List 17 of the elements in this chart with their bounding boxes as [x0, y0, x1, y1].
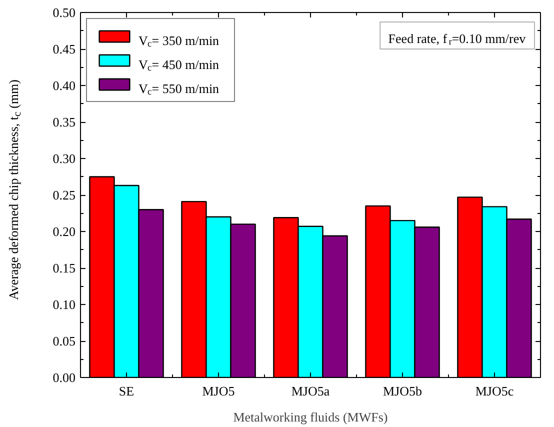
x-tick-label: MJO5a: [291, 384, 330, 398]
y-tick-label: 0.05: [52, 334, 76, 348]
x-tick-label: SE: [118, 384, 134, 398]
y-tick-label: 0.40: [52, 78, 76, 93]
y-tick-label: 0.20: [52, 224, 76, 239]
y-tick-label: 0.25: [52, 188, 76, 202]
x-axis-title: Metalworking fluids (MWFs): [233, 410, 388, 424]
x-tick-label: MJO5: [202, 384, 235, 398]
x-tick-label: MJO5b: [382, 384, 422, 398]
x-tick-label: MJO5c: [475, 384, 514, 398]
y-tick-label: 0.50: [52, 5, 76, 20]
y-tick-label: 0.35: [52, 114, 76, 130]
y-tick-label: 0.45: [52, 42, 76, 56]
y-tick-label: 0.00: [52, 370, 76, 385]
y-tick-label: 0.10: [52, 297, 76, 312]
y-tick-label: 0.15: [52, 260, 76, 276]
y-tick-label: 0.30: [52, 151, 76, 166]
